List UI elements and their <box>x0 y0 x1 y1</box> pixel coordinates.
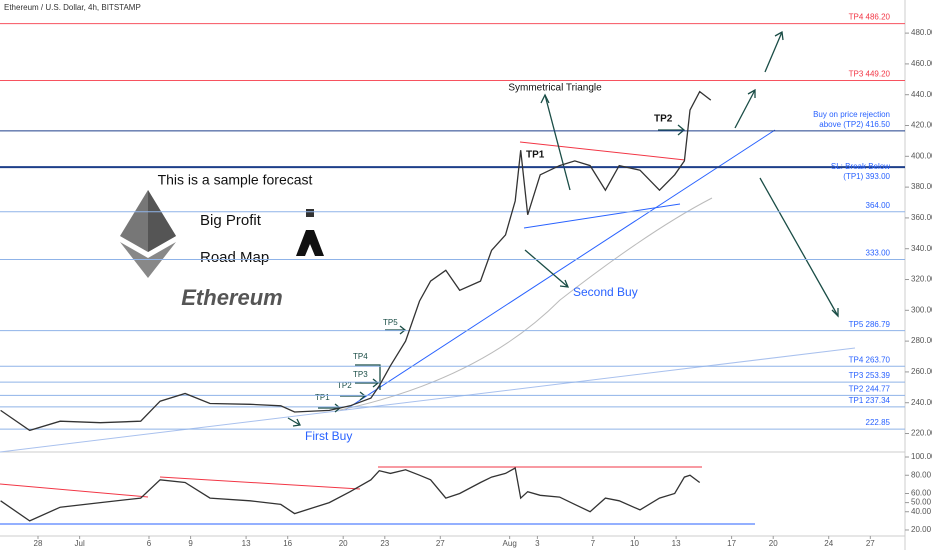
y-tick-label: 340.00 <box>911 244 932 253</box>
annotation: Big Profit <box>200 212 262 229</box>
arrows <box>287 30 839 427</box>
level-label: TP3 253.39 <box>849 371 891 380</box>
level-label: 364.00 <box>866 201 891 210</box>
x-tick-label: Jul <box>75 539 85 548</box>
y-tick-label: 40.00 <box>911 507 932 516</box>
annotation: Second Buy <box>573 285 638 299</box>
annotation: TP3 <box>353 370 368 379</box>
x-tick-label: 13 <box>242 539 251 548</box>
level-label: 333.00 <box>866 249 891 258</box>
x-tick-label: 27 <box>436 539 445 548</box>
x-tick-label: 9 <box>188 539 193 548</box>
y-tick-label: 440.00 <box>911 90 932 99</box>
rsi-trendline <box>0 483 149 498</box>
level-label: TP4 486.20 <box>849 13 891 22</box>
x-tick-label: 13 <box>672 539 681 548</box>
level-label: TP5 286.79 <box>849 320 891 329</box>
annotation: Ethereum <box>181 285 282 310</box>
logo <box>148 190 176 252</box>
annotation: TP2 <box>337 381 352 390</box>
trendline <box>0 347 856 453</box>
y-tick-label: 20.00 <box>911 525 932 534</box>
x-tick-label: 23 <box>380 539 389 548</box>
y-tick-label: 240.00 <box>911 398 932 407</box>
x-tick-label: 16 <box>283 539 292 548</box>
y-tick-label: 300.00 <box>911 305 932 314</box>
level-label: TP4 263.70 <box>849 355 891 364</box>
price-line <box>0 466 701 522</box>
x-tick-label: 28 <box>34 539 43 548</box>
annotation: TP1 <box>526 150 545 161</box>
annotation: Symmetrical Triangle <box>508 83 602 94</box>
header: Ethereum / U.S. Dollar, 4h, BITSTAMP <box>4 3 141 12</box>
x-tick-label: 17 <box>727 539 736 548</box>
x-tick-label: 27 <box>866 539 875 548</box>
rsi-trendline <box>159 476 361 490</box>
y-tick-label: 420.00 <box>911 121 932 130</box>
y-tick-label: 50.00 <box>911 498 932 507</box>
annotation: TP5 <box>383 318 398 327</box>
y-tick-label: 100.00 <box>911 452 932 461</box>
price-line <box>0 90 712 432</box>
level-label: (TP1) 393.00 <box>843 172 890 181</box>
y-tick-label: 360.00 <box>911 213 932 222</box>
trendline <box>344 129 776 411</box>
x-tick-label: 24 <box>824 539 833 548</box>
level-label: TP2 244.77 <box>849 384 891 393</box>
level-label: above (TP2) 416.50 <box>819 120 890 129</box>
annotation: First Buy <box>305 429 352 443</box>
y-tick-label: 60.00 <box>911 489 932 498</box>
y-tick-label: 400.00 <box>911 151 932 160</box>
x-tick-label: 20 <box>769 539 778 548</box>
level-label: TP1 237.34 <box>849 396 891 405</box>
x-tick-label: Aug <box>503 539 517 548</box>
y-tick-label: 460.00 <box>911 59 932 68</box>
flag-icon <box>306 209 314 217</box>
y-tick-label: 480.00 <box>911 28 932 37</box>
y-tick-label: 260.00 <box>911 367 932 376</box>
x-tick-label: 10 <box>630 539 639 548</box>
triangle-line <box>523 203 681 229</box>
annotation: TP1 <box>315 393 330 402</box>
logo <box>120 242 176 278</box>
x-tick-label: 20 <box>339 539 348 548</box>
moving-average <box>339 197 713 411</box>
road-icon <box>296 230 324 256</box>
level-label: Buy on price rejection <box>813 110 890 119</box>
y-tick-label: 380.00 <box>911 182 932 191</box>
level-label: TP3 449.20 <box>849 70 891 79</box>
x-tick-label: 6 <box>147 539 152 548</box>
annotation: TP2 <box>654 114 673 125</box>
x-tick-label: 7 <box>591 539 596 548</box>
y-tick-label: 280.00 <box>911 336 932 345</box>
y-tick-label: 80.00 <box>911 470 932 479</box>
level-label: SL: Break Below <box>831 162 890 171</box>
annotation: This is a sample forecast <box>158 172 313 188</box>
y-tick-label: 220.00 <box>911 429 932 438</box>
level-label: 222.85 <box>866 418 891 427</box>
y-tick-label: 320.00 <box>911 275 932 284</box>
annotation: Road Map <box>200 249 269 266</box>
annotation: TP4 <box>353 352 368 361</box>
annotations: Symmetrical Triangle This is a sample fo… <box>158 83 673 444</box>
triangle-line <box>519 141 686 161</box>
x-tick-label: 3 <box>535 539 540 548</box>
